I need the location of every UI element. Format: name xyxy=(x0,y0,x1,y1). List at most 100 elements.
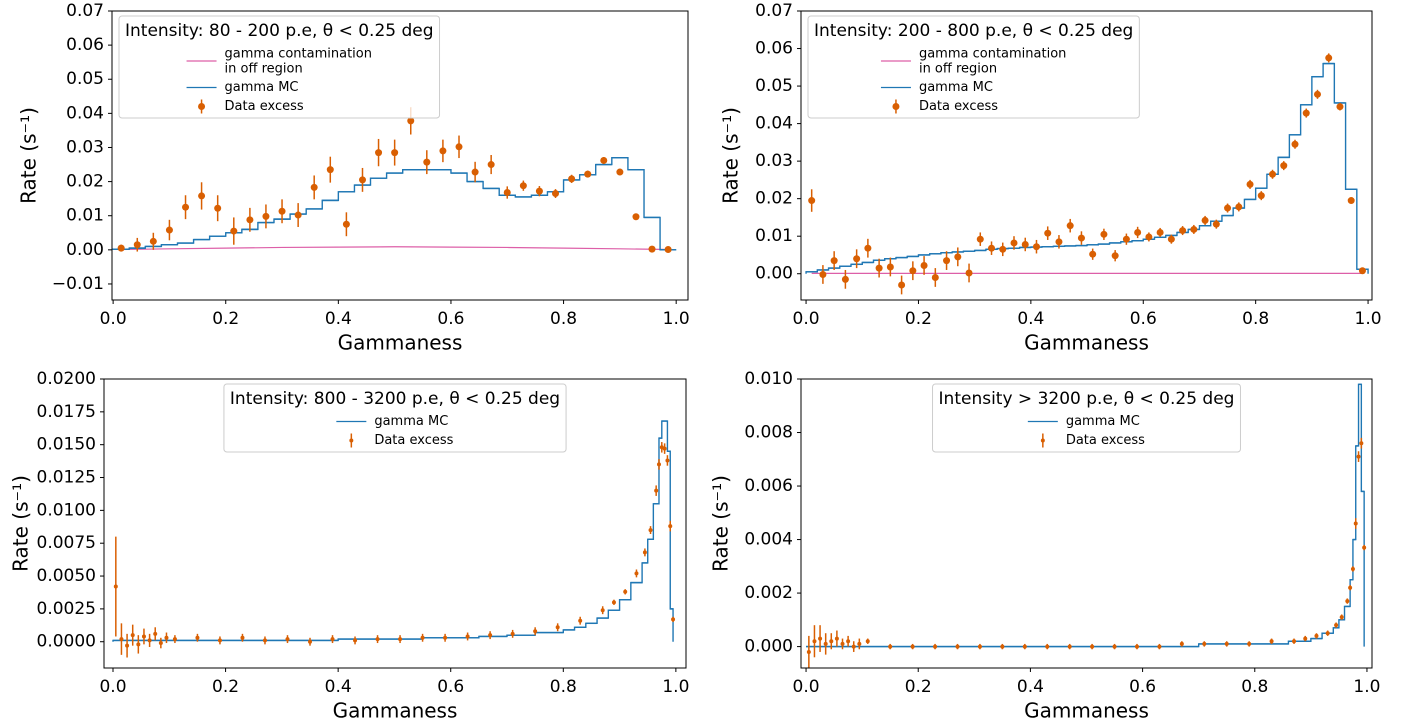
data-point xyxy=(1022,644,1027,649)
data-point xyxy=(846,639,851,644)
data-point xyxy=(133,241,141,249)
y-axis-label: Rate (s⁻¹) xyxy=(709,475,733,572)
x-tick-label: 0.6 xyxy=(437,677,464,697)
data-point xyxy=(471,168,479,176)
data-point xyxy=(1044,229,1052,237)
x-tick-label: 0.2 xyxy=(905,677,932,697)
y-tick-label: 0.01 xyxy=(66,206,104,226)
data-point xyxy=(1313,90,1321,98)
data-point xyxy=(1021,240,1029,248)
data-point xyxy=(812,639,817,644)
legend-title: Intensity: 200 - 800 p.e, θ < 0.25 deg xyxy=(814,21,1133,41)
data-point xyxy=(1224,204,1232,212)
y-tick-label: 0.0025 xyxy=(37,599,96,619)
data-point xyxy=(671,617,676,622)
legend-label: gamma MC xyxy=(225,80,299,95)
data-point xyxy=(1362,545,1367,550)
legend-title: Intensity: 800 - 3200 p.e, θ < 0.25 deg xyxy=(230,389,560,409)
data-point xyxy=(1246,180,1254,188)
y-tick-label: 0.002 xyxy=(744,583,793,603)
data-point xyxy=(165,226,173,234)
data-point xyxy=(1179,641,1184,646)
data-point xyxy=(443,635,448,640)
data-point xyxy=(1067,644,1072,649)
data-point xyxy=(153,631,158,636)
data-point xyxy=(898,281,906,289)
step-outline xyxy=(112,420,674,642)
x-tick-label: 0.0 xyxy=(793,677,820,697)
data-point xyxy=(1348,585,1353,590)
data-point xyxy=(1089,250,1097,258)
data-point xyxy=(149,237,157,245)
data-point xyxy=(1224,641,1229,646)
legend-box xyxy=(932,383,1241,453)
subplot: 0.0 0.2 0.4 0.6 0.8 1.0 −0.01 0.00 0.01 0.02 0.03 0… xyxy=(17,1,690,355)
y-tick-label: 0.06 xyxy=(66,35,104,55)
data-point xyxy=(1202,641,1207,646)
data-point xyxy=(1066,222,1074,230)
y-tick-label: 0.03 xyxy=(755,151,793,171)
data-point xyxy=(965,269,973,277)
data-point xyxy=(119,637,124,642)
legend-label: Data excess xyxy=(225,99,304,114)
data-point xyxy=(214,204,222,212)
data-point xyxy=(1000,644,1005,649)
data-point xyxy=(1325,631,1330,636)
y-tick-label: 0.00 xyxy=(66,240,104,260)
data-point xyxy=(262,212,270,220)
y-tick-label: 0.05 xyxy=(755,76,793,96)
data-point xyxy=(1045,644,1050,649)
legend: Intensity: 200 - 800 p.e, θ < 0.25 deg ga… xyxy=(807,15,1140,119)
y-tick-label: 0.07 xyxy=(66,1,104,21)
data-point xyxy=(665,458,670,463)
data-point xyxy=(1314,633,1319,638)
data-point xyxy=(664,246,672,254)
data-point xyxy=(1156,228,1164,236)
y-tick-label: 0.06 xyxy=(755,39,793,59)
data-point xyxy=(999,245,1007,253)
legend-label: gamma contamination in off region xyxy=(919,46,1066,76)
y-tick-label: 0.000 xyxy=(744,637,793,657)
data-point xyxy=(864,244,872,252)
data-point xyxy=(330,637,335,642)
x-tick-label: 0.4 xyxy=(325,677,352,697)
data-point xyxy=(988,244,996,252)
data-point xyxy=(465,634,470,639)
data-point xyxy=(519,182,527,190)
x-tick-label: 0.0 xyxy=(793,309,820,329)
data-point xyxy=(888,644,893,649)
legend-title: Intensity > 3200 p.e, θ < 0.25 deg xyxy=(939,389,1235,409)
data-point xyxy=(656,462,661,467)
data-point xyxy=(533,629,538,634)
data-point xyxy=(172,637,177,642)
data-point xyxy=(662,446,667,451)
x-tick-label: 0.4 xyxy=(1017,309,1044,329)
data-point xyxy=(819,270,827,278)
y-tick-label: 0.00 xyxy=(755,264,793,284)
y-tick-label: 0.05 xyxy=(66,69,104,89)
x-tick-label: 0.4 xyxy=(1017,677,1044,697)
data-point xyxy=(834,636,839,641)
y-tick-label: 0.008 xyxy=(744,423,793,443)
x-tick-label: 0.0 xyxy=(100,309,127,329)
y-tick-label: 0.07 xyxy=(755,1,793,21)
data-point xyxy=(1055,238,1063,246)
legend-label: gamma contamination in off region xyxy=(225,46,372,76)
y-tick-label: 0.0175 xyxy=(37,402,96,422)
legend-handle xyxy=(198,103,206,110)
data-point xyxy=(634,571,639,576)
y-axis-label: Rate (s⁻¹) xyxy=(719,107,743,204)
data-point xyxy=(391,149,399,157)
data-point xyxy=(1350,566,1355,571)
data-point xyxy=(1269,639,1274,644)
data-point xyxy=(342,220,350,228)
legend: Intensity: 800 - 3200 p.e, θ < 0.25 deg g… xyxy=(223,383,567,453)
y-tick-label: 0.006 xyxy=(744,476,793,496)
legend-label: Data excess xyxy=(1066,433,1145,448)
x-axis-label: Gammaness xyxy=(1024,699,1149,723)
data-point xyxy=(398,637,403,642)
data-point xyxy=(1190,225,1198,233)
data-point xyxy=(931,273,939,281)
y-tick-label: 0.04 xyxy=(66,103,104,123)
data-point xyxy=(439,147,447,155)
